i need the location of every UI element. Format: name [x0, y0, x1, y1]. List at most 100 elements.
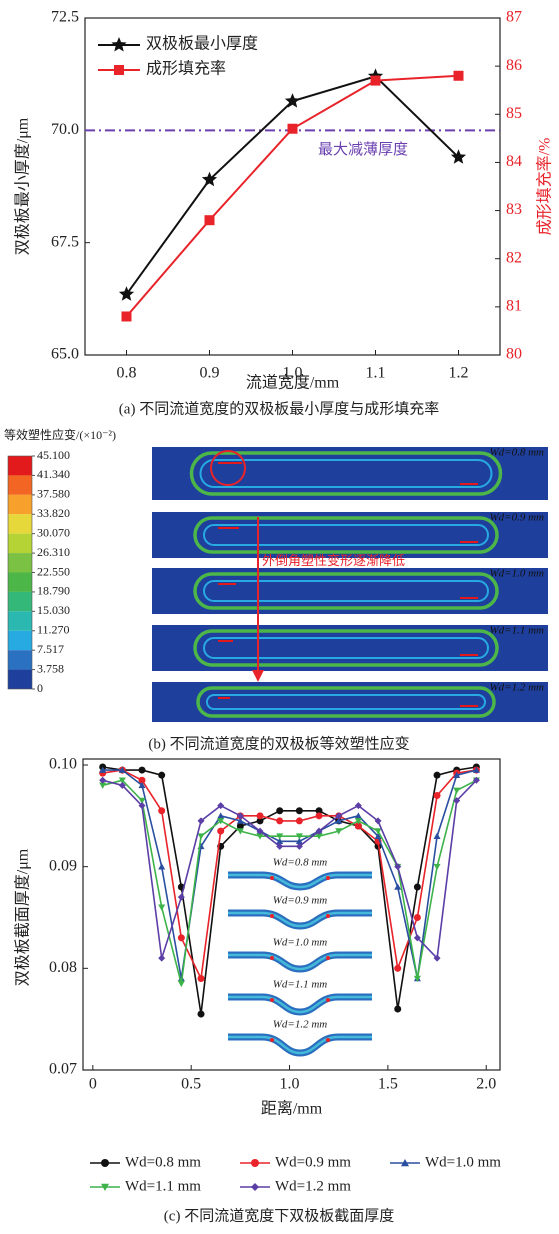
- inset-spot: [270, 1038, 274, 1042]
- figure: 65.067.570.072.580818283848586870.80.91.…: [0, 0, 559, 1234]
- y2-tick-label: 85: [506, 105, 522, 122]
- colorbar-label: 45.100: [37, 448, 70, 462]
- data-point: [217, 812, 224, 818]
- colorbar-label: 15.030: [37, 603, 70, 617]
- legend-marker: [251, 1183, 259, 1191]
- inset-spot: [270, 956, 274, 960]
- caption: (a) 不同流道宽度的双极板最小厚度与成形填充率: [119, 399, 439, 417]
- caption: (c) 不同流道宽度下双极板截面厚度: [164, 1206, 394, 1224]
- colorbar-label: 30.070: [37, 525, 70, 539]
- inset-strip: [228, 913, 372, 926]
- color-band: [8, 514, 32, 533]
- y-tick-label: 65.0: [51, 346, 79, 363]
- x-tick-label: 1.0: [280, 1076, 300, 1093]
- data-point: [414, 884, 421, 891]
- legend-label: Wd=1.0 mm: [425, 1154, 501, 1170]
- data-point: [434, 864, 441, 870]
- panel-label: Wd=1.2 mm: [490, 682, 545, 694]
- data-point: [122, 311, 132, 321]
- inset-spot: [326, 956, 330, 960]
- data-point: [158, 955, 165, 962]
- y2-tick-label: 81: [506, 298, 522, 315]
- data-point: [158, 807, 165, 814]
- data-point: [276, 807, 283, 814]
- y-axis-title: 双极板截面厚度/μm: [14, 848, 32, 986]
- legend-label: 双极板最小厚度: [146, 35, 258, 53]
- data-point: [296, 807, 303, 814]
- inset-label: Wd=1.0 mm: [273, 937, 328, 949]
- inset-label: Wd=0.9 mm: [273, 895, 328, 907]
- legend-label: 成形填充率: [146, 60, 226, 78]
- colorbar-label: 26.310: [37, 545, 70, 559]
- color-band: [8, 611, 32, 630]
- trend-arrowhead: [252, 670, 264, 682]
- data-point: [198, 833, 205, 839]
- color-band: [8, 553, 32, 572]
- legend-label: Wd=1.1 mm: [125, 1178, 201, 1194]
- series-line: [127, 76, 459, 317]
- x-tick-label: 1.1: [366, 365, 386, 382]
- panel-label: Wd=1.1 mm: [490, 625, 545, 637]
- color-band: [8, 495, 32, 514]
- x-tick-label: 0.8: [117, 365, 137, 382]
- data-point: [454, 71, 464, 81]
- data-point: [198, 1011, 205, 1018]
- data-point: [158, 863, 165, 869]
- y-tick-label: 67.5: [51, 233, 79, 250]
- data-point: [198, 975, 205, 982]
- legend-marker: [111, 37, 126, 52]
- data-point: [288, 124, 298, 134]
- y2-tick-label: 83: [506, 201, 522, 218]
- y2-tick-label: 87: [506, 9, 522, 26]
- x-tick-label: 1.5: [378, 1076, 398, 1093]
- reference-label: 最大减薄厚度: [318, 141, 408, 158]
- colorbar-label: 18.790: [37, 584, 70, 598]
- panel-label: Wd=1.0 mm: [490, 568, 545, 580]
- color-band: [8, 592, 32, 611]
- data-point: [394, 965, 401, 972]
- inset-spot: [326, 1038, 330, 1042]
- data-point: [276, 817, 283, 824]
- data-point: [355, 812, 362, 818]
- inset-spot: [270, 876, 274, 880]
- caption: (b) 不同流道宽度的双极板等效塑性应变: [148, 734, 409, 752]
- color-band: [8, 573, 32, 592]
- colorbar-label: 3.758: [37, 661, 64, 675]
- data-point: [414, 914, 421, 921]
- inset-strip: [228, 875, 372, 887]
- color-band: [8, 650, 32, 669]
- y2-tick-label: 86: [506, 57, 522, 74]
- y-tick-label: 70.0: [51, 121, 79, 138]
- colorbar-label: 41.340: [37, 467, 70, 481]
- y-tick-label: 0.08: [49, 959, 77, 976]
- color-band: [8, 475, 32, 494]
- inset-spot: [326, 876, 330, 880]
- panel-label: Wd=0.9 mm: [490, 512, 545, 524]
- data-point: [434, 833, 441, 839]
- colorbar-label: 37.580: [37, 487, 70, 501]
- color-band: [8, 670, 32, 689]
- data-point: [139, 767, 146, 774]
- y-axis-title: 双极板最小厚度/μm: [14, 117, 32, 255]
- inset-spot: [326, 998, 330, 1002]
- colorbar-label: 33.820: [37, 506, 70, 520]
- x-tick-label: 0: [89, 1076, 97, 1093]
- legend-marker: [114, 65, 124, 75]
- x-axis-title: 流道宽度/mm: [246, 374, 340, 392]
- x-tick-label: 0.9: [200, 365, 220, 382]
- y2-tick-label: 80: [506, 346, 522, 363]
- legend-marker: [251, 1159, 259, 1167]
- data-point: [453, 788, 460, 794]
- data-point: [371, 76, 381, 86]
- inset-label: Wd=1.1 mm: [273, 979, 328, 991]
- y2-axis-title: 成形填充率/%: [536, 138, 554, 236]
- x-tick-label: 2.0: [476, 1076, 496, 1093]
- colorbar-label: 0: [37, 681, 43, 695]
- legend-label: Wd=0.9 mm: [275, 1154, 351, 1170]
- inset-strip: [228, 955, 372, 969]
- annotation: 外倒角塑性变形逐渐降低: [262, 553, 405, 568]
- inset-spot: [270, 998, 274, 1002]
- data-point: [158, 905, 165, 911]
- series-line: [127, 76, 459, 294]
- data-point: [316, 812, 323, 819]
